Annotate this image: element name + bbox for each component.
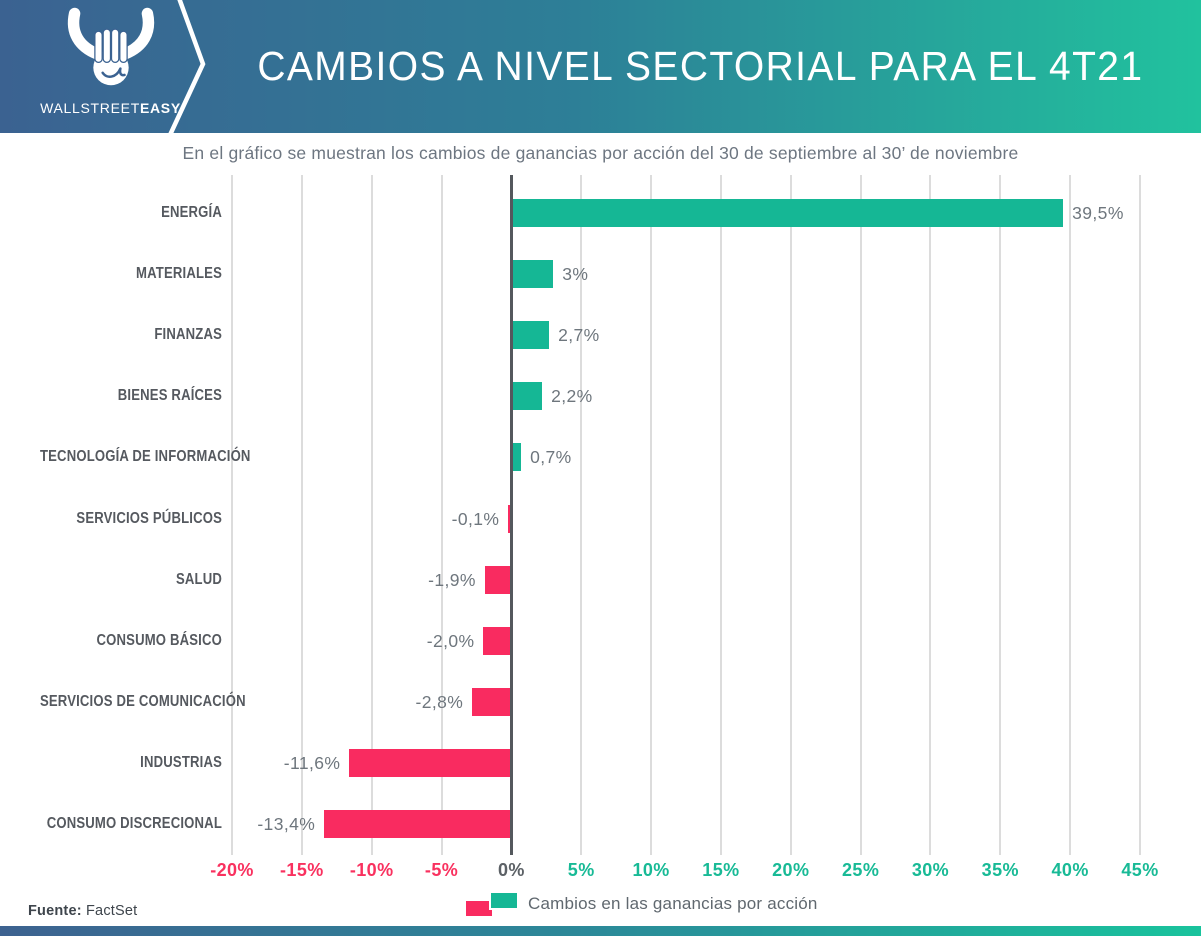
gridline	[719, 175, 722, 855]
gridline	[859, 175, 862, 855]
x-tick-label: 30%	[911, 860, 950, 880]
bull-logo-icon	[67, 7, 154, 86]
category-label: ENERGÍA	[161, 203, 222, 221]
gridline	[300, 175, 303, 855]
bar-value-label: -13,4%	[257, 814, 316, 835]
brand-logo: WALLSTREETEASY	[38, 6, 183, 128]
gridline	[650, 175, 653, 855]
source-value: FactSet	[86, 903, 138, 919]
x-tick-label: 25%	[841, 860, 880, 880]
bar-negative	[324, 810, 512, 839]
brand-name-regular: WALLSTREET	[40, 100, 140, 116]
bar-value-label: -1,9%	[428, 569, 476, 590]
category-label: MATERIALES	[136, 264, 222, 282]
category-label: TECNOLOGÍA DE INFORMACIÓN	[39, 448, 251, 466]
x-tick-label: 10%	[632, 860, 670, 880]
category-label: SERVICIOS PÚBLICOS	[76, 509, 222, 527]
bar-value-label: 2,7%	[558, 324, 600, 345]
x-tick-label: -5%	[424, 860, 459, 880]
x-tick-label: 45%	[1121, 860, 1159, 880]
gridline	[440, 175, 443, 855]
x-tick-label: 5%	[567, 860, 595, 880]
gridline	[999, 175, 1002, 855]
bar-positive	[511, 382, 543, 411]
brand-name-bold: EASY	[139, 100, 181, 116]
bar-value-label: -0,1%	[451, 508, 500, 529]
gridline	[1069, 175, 1072, 855]
category-label: SERVICIOS DE COMUNICACIÓN	[39, 693, 246, 711]
category-label: FINANZAS	[154, 325, 222, 343]
bar-value-label: 2,2%	[551, 386, 593, 407]
x-tick-label: 20%	[772, 860, 810, 880]
category-label: CONSUMO DISCRECIONAL	[46, 815, 222, 833]
header-banner: WALLSTREETEASY CAMBIOS A NIVEL SECTORIAL…	[0, 0, 1201, 133]
bar-negative	[483, 626, 512, 655]
category-label: SALUD	[175, 570, 222, 588]
zero-axis-line	[509, 175, 513, 855]
brand-name: WALLSTREETEASY	[38, 100, 183, 116]
legend-label: Cambios en las ganancias por acción	[528, 894, 818, 913]
gridline	[370, 175, 373, 855]
x-tick-label: 40%	[1051, 860, 1089, 880]
bar-value-label: 0,7%	[530, 447, 572, 468]
bar-value-label: -2,8%	[415, 692, 464, 713]
gridline	[789, 175, 792, 855]
bar-negative	[349, 749, 512, 778]
bar-positive	[511, 259, 554, 288]
bar-value-label: -11,6%	[283, 753, 341, 774]
x-tick-label: -15%	[280, 860, 324, 880]
bar-value-label: 39,5%	[1072, 202, 1124, 223]
source-label: Fuente:	[28, 903, 82, 919]
bar-value-label: -2,0%	[426, 630, 475, 651]
bar-positive	[511, 320, 550, 349]
bar-negative	[484, 565, 512, 594]
chevron-divider-icon	[168, 0, 206, 133]
page-title: CAMBIOS A NIVEL SECTORIAL PARA EL 4T21	[257, 43, 1144, 89]
gridline	[1139, 175, 1141, 855]
category-label: CONSUMO BÁSICO	[96, 631, 222, 649]
x-tick-label: -20%	[210, 860, 254, 880]
bar-negative	[472, 688, 512, 717]
legend-swatch-negative	[466, 901, 492, 916]
x-tick-label: 15%	[702, 860, 740, 880]
x-tick-label: 35%	[981, 860, 1019, 880]
category-label: INDUSTRIAS	[140, 754, 222, 772]
source-note: Fuente: FactSet	[28, 903, 137, 919]
legend-swatch-positive	[491, 893, 517, 908]
bottom-gradient-strip	[0, 926, 1201, 936]
bar-positive	[511, 443, 522, 472]
gridline	[231, 175, 233, 855]
x-tick-label: 0%	[497, 860, 525, 880]
x-tick-label: -10%	[349, 860, 394, 880]
bar-positive	[511, 198, 1064, 227]
category-label: BIENES RAÍCES	[117, 387, 222, 405]
chart-subtitle: En el gráfico se muestran los cambios de…	[182, 143, 1019, 163]
bar-value-label: 3%	[562, 263, 589, 284]
gridline	[929, 175, 932, 855]
gridline	[580, 175, 583, 855]
